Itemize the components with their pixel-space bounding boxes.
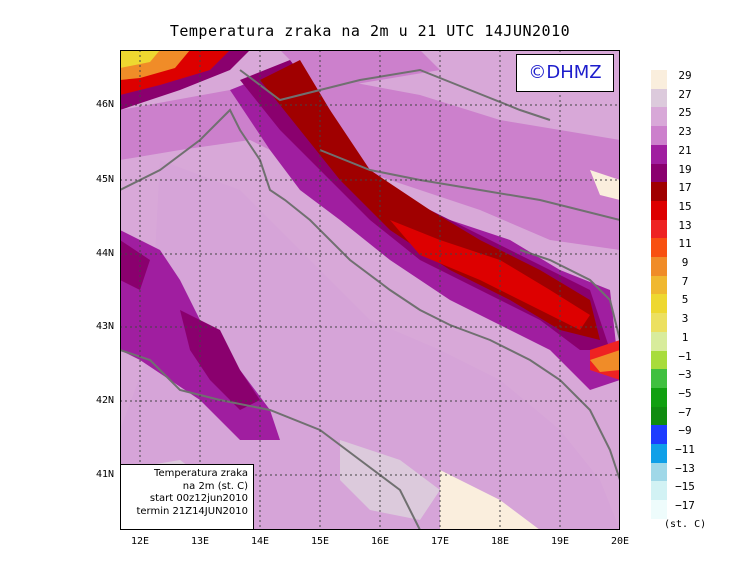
- lat-label-44n: 44N: [96, 248, 115, 259]
- legend-swatch: [651, 294, 667, 314]
- lat-lon-grid: [120, 50, 620, 530]
- legend-swatch: [651, 88, 667, 108]
- legend-label: −17: [675, 499, 695, 513]
- legend-swatch: [651, 331, 667, 351]
- legend-swatch: [651, 275, 667, 295]
- info-line-4: termin 21Z14JUN2010: [136, 505, 248, 517]
- legend-label: 11: [678, 237, 692, 251]
- legend-label: −15: [675, 480, 695, 494]
- legend-swatch: [651, 126, 667, 146]
- legend-swatch: [651, 481, 667, 501]
- lon-label-12e: 12E: [130, 536, 150, 547]
- legend-swatch: [651, 200, 667, 221]
- legend-swatch: [651, 144, 667, 164]
- legend-swatch: [651, 350, 667, 370]
- temperature-map: [120, 50, 620, 530]
- legend-label: 29: [678, 69, 692, 82]
- legend-label: −9: [678, 424, 692, 438]
- legend-swatch: [651, 369, 667, 389]
- info-line-3: start 00z12jun2010: [149, 493, 248, 504]
- legend-units: (st. C): [664, 519, 707, 530]
- legend-label: 3: [681, 312, 689, 326]
- legend-label: −1: [678, 349, 692, 363]
- legend-swatch: [651, 313, 667, 333]
- legend-label: −3: [678, 368, 692, 382]
- legend-label: −5: [678, 386, 692, 400]
- legend-swatch: [651, 219, 667, 239]
- legend-swatch: [651, 107, 667, 127]
- legend-swatch: [651, 387, 667, 408]
- legend-label: 23: [678, 125, 692, 139]
- lon-label-15e: 15E: [310, 536, 330, 547]
- info-line-2: na 2m (st. C): [182, 480, 248, 492]
- legend-swatch: [651, 500, 667, 520]
- lon-label-14e: 14E: [250, 536, 270, 547]
- lon-label-18e: 18E: [490, 536, 510, 547]
- legend-label: 17: [678, 181, 692, 195]
- legend-label: 7: [681, 274, 689, 288]
- lon-label-19e: 19E: [550, 536, 570, 547]
- temperature-contours: [120, 50, 620, 530]
- legend-swatch: [651, 238, 667, 258]
- legend-swatch: [651, 182, 667, 202]
- legend-swatch: [651, 444, 667, 464]
- legend-label: 25: [678, 106, 692, 120]
- legend-label: 19: [678, 162, 692, 176]
- lat-label-42n: 42N: [96, 395, 115, 406]
- lat-label-45n: 45N: [96, 174, 115, 185]
- legend-label: −13: [675, 461, 695, 475]
- lon-label-20e: 20E: [610, 536, 630, 547]
- legend-label: 15: [678, 199, 692, 213]
- legend-label: 1: [681, 330, 689, 344]
- lon-label-17e: 17E: [430, 536, 450, 547]
- legend-swatch: [651, 406, 667, 426]
- legend-label: 27: [678, 87, 692, 101]
- legend-swatch: [651, 70, 667, 90]
- legend-swatch: [651, 425, 667, 445]
- legend-label: 5: [681, 293, 689, 307]
- legend-label: 9: [681, 256, 689, 269]
- legend-label: −11: [675, 443, 695, 456]
- dhmz-logo: ©DHMZ: [516, 54, 614, 92]
- legend-label: 21: [678, 143, 692, 157]
- lon-label-16e: 16E: [370, 536, 390, 547]
- legend-swatch: [651, 257, 667, 277]
- legend-swatch: [651, 462, 667, 482]
- lat-label-46n: 46N: [96, 99, 115, 110]
- info-line-1: Temperatura zraka: [154, 468, 248, 479]
- map-title: Temperatura zraka na 2m u 21 UTC 14JUN20…: [169, 22, 571, 40]
- lon-label-13e: 13E: [190, 536, 210, 547]
- legend-label: −7: [678, 405, 692, 419]
- lat-label-43n: 43N: [96, 321, 115, 332]
- info-box: Temperatura zraka na 2m (st. C) start 00…: [120, 464, 254, 530]
- legend-swatch: [651, 163, 667, 183]
- lat-label-41n: 41N: [96, 469, 115, 480]
- legend-label: 13: [678, 218, 692, 232]
